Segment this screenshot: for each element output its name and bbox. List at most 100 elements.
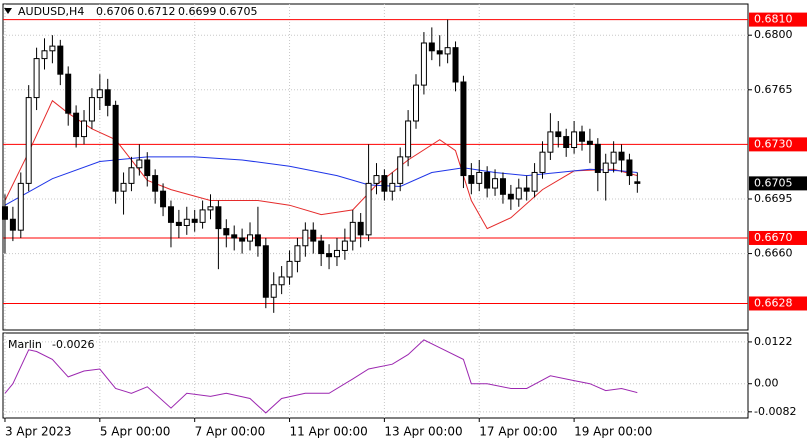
candle-body bbox=[254, 234, 261, 247]
pane-frame bbox=[2, 3, 749, 331]
y-tick-label: 0.00 bbox=[754, 377, 779, 390]
pane-frame bbox=[2, 332, 749, 419]
candle-body bbox=[17, 182, 24, 231]
candle-body bbox=[57, 45, 64, 75]
candle-body bbox=[460, 81, 467, 177]
ohlc-low: 0.6699 bbox=[178, 5, 217, 18]
indicator-line bbox=[4, 339, 638, 414]
candle-body bbox=[389, 182, 396, 192]
symbol: AUDUSD,H4 bbox=[18, 5, 84, 18]
candle-body bbox=[610, 151, 617, 164]
x-tick-label: 11 Apr 00:00 bbox=[290, 425, 368, 439]
candle-body bbox=[420, 42, 427, 86]
level-label: 0.6730 bbox=[754, 137, 793, 150]
candle-body bbox=[183, 218, 190, 226]
price-label: 0.6705 bbox=[754, 176, 793, 189]
candle-body bbox=[191, 218, 198, 223]
y-tick-label: 0.6765 bbox=[754, 83, 793, 96]
candle-body bbox=[286, 260, 293, 278]
candle-body bbox=[49, 45, 56, 52]
candle-body bbox=[223, 228, 230, 236]
level-tag bbox=[749, 296, 807, 311]
candle-body bbox=[318, 240, 325, 255]
y-tick-label: -0.0082 bbox=[754, 405, 796, 418]
candle-body bbox=[484, 171, 491, 189]
level-label: 0.6628 bbox=[754, 296, 793, 309]
x-tick-label: 19 Apr 00:00 bbox=[574, 425, 652, 439]
candle-body bbox=[9, 218, 16, 231]
candle-body bbox=[270, 284, 277, 298]
y-tick-label: 0.6660 bbox=[754, 247, 793, 260]
candle-body bbox=[73, 112, 80, 138]
level-tag bbox=[749, 137, 807, 152]
candle-body bbox=[160, 190, 167, 208]
candle-body bbox=[499, 178, 506, 195]
candle-body bbox=[381, 175, 388, 192]
candle-body bbox=[128, 167, 135, 184]
candle-body bbox=[278, 276, 285, 286]
ohlc-open: 0.6706 bbox=[96, 5, 135, 18]
candle-body bbox=[112, 104, 119, 192]
candle-body bbox=[468, 175, 475, 184]
candle-body bbox=[88, 97, 95, 122]
candle-body bbox=[120, 182, 127, 192]
candle-body bbox=[175, 221, 182, 226]
candle-body bbox=[602, 162, 609, 173]
candle-body bbox=[152, 175, 159, 192]
candle-body bbox=[586, 140, 593, 145]
y-tick-label: 0.6800 bbox=[754, 28, 793, 41]
candle-body bbox=[247, 234, 254, 242]
candle-body bbox=[476, 171, 483, 184]
candle-body bbox=[626, 159, 633, 177]
level-label: 0.6670 bbox=[754, 231, 793, 244]
candle-body bbox=[333, 249, 340, 258]
indicator-name: Marlin bbox=[8, 338, 42, 351]
candle-body bbox=[444, 47, 451, 55]
candle-body bbox=[65, 73, 72, 114]
level-label: 0.6810 bbox=[754, 13, 793, 26]
candle-body bbox=[397, 156, 404, 184]
y-tick-label: 0.6695 bbox=[754, 192, 793, 205]
candle-body bbox=[167, 206, 174, 223]
candle-body bbox=[436, 50, 443, 55]
candle-body bbox=[555, 131, 562, 138]
x-tick-label: 13 Apr 00:00 bbox=[384, 425, 462, 439]
candle-body bbox=[563, 136, 570, 149]
candle-body bbox=[302, 229, 309, 247]
candle-body bbox=[492, 178, 499, 189]
level-tag bbox=[749, 12, 807, 27]
candle-body bbox=[262, 245, 269, 298]
ohlc-high: 0.6712 bbox=[137, 5, 176, 18]
level-tag bbox=[749, 230, 807, 245]
candle-body bbox=[310, 229, 317, 242]
candle-body bbox=[405, 120, 412, 158]
candle-body bbox=[207, 206, 214, 211]
moving-average bbox=[4, 99, 638, 230]
price-tag bbox=[749, 176, 807, 191]
candle-body bbox=[507, 193, 514, 200]
candle-body bbox=[618, 151, 625, 161]
candle-body bbox=[144, 159, 151, 177]
candle-body bbox=[547, 131, 554, 153]
x-tick-label: 3 Apr 2023 bbox=[5, 425, 72, 439]
ohlc-close: 0.6705 bbox=[219, 5, 258, 18]
indicator-value: -0.0026 bbox=[52, 338, 94, 351]
x-tick-label: 5 Apr 00:00 bbox=[100, 425, 171, 439]
candle-body bbox=[594, 143, 601, 173]
candle-body bbox=[136, 159, 143, 169]
candle-body bbox=[81, 120, 88, 138]
candle-body bbox=[634, 181, 641, 184]
candle-body bbox=[1, 206, 8, 220]
candle-body bbox=[539, 151, 546, 173]
candle-body bbox=[571, 131, 578, 149]
candle-body bbox=[41, 50, 48, 60]
candle-body bbox=[104, 89, 111, 106]
candle-body bbox=[523, 187, 530, 192]
menu-arrow[interactable] bbox=[4, 8, 12, 14]
candle-body bbox=[294, 245, 301, 262]
candle-body bbox=[413, 84, 420, 122]
candle-body bbox=[215, 206, 222, 230]
candle-body bbox=[239, 237, 246, 242]
